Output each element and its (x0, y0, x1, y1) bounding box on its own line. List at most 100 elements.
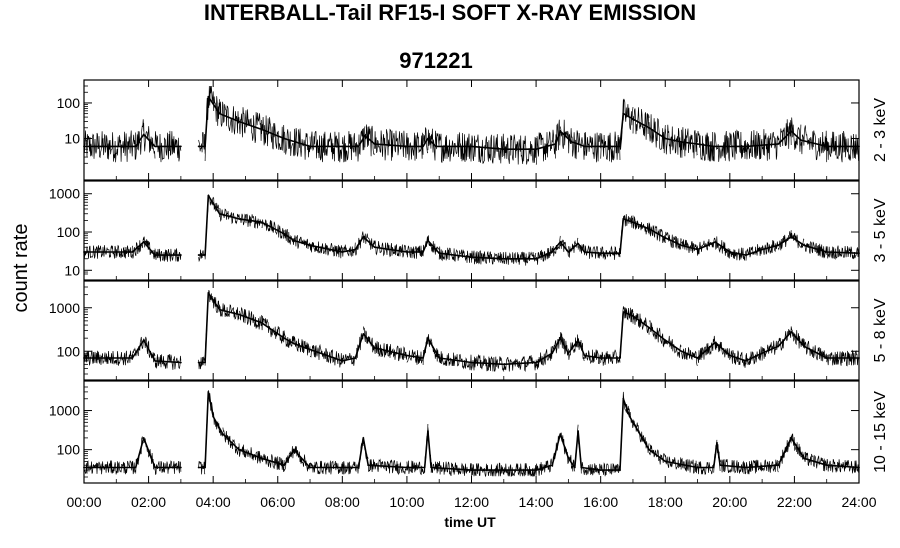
band-label: 2 - 3 keV (872, 98, 889, 162)
x-axis: 00:00 02:00 04:00 06:00 08:00 10:00 12:00 14:00… (66, 494, 876, 510)
data-point (260, 221, 263, 224)
data-point (142, 241, 145, 243)
data-point (142, 339, 145, 342)
data-point (292, 448, 295, 451)
data-point (470, 361, 473, 364)
data-point (292, 342, 295, 345)
data-point (535, 469, 537, 472)
data-point (761, 248, 764, 251)
data-point (719, 464, 722, 467)
data-point (858, 145, 860, 148)
data-point (430, 466, 433, 469)
data-point (559, 337, 562, 340)
data-point (803, 244, 806, 247)
data-point (664, 339, 667, 342)
data-point (373, 143, 376, 145)
y-tick-label: 100 (57, 442, 81, 458)
data-point (341, 251, 344, 253)
data-point (599, 145, 602, 148)
x-tick-label: 20:00 (712, 494, 747, 510)
data-point (680, 350, 683, 353)
data-point (341, 466, 344, 469)
data-point (825, 357, 828, 359)
data-point (83, 466, 85, 469)
data-point (551, 352, 554, 355)
data-point (427, 137, 429, 140)
data-point (745, 254, 747, 256)
data-point (559, 433, 562, 435)
panel-2: 10 100 1000 3 - 5 keV (49, 180, 889, 281)
data-point (745, 360, 747, 362)
data-point (435, 145, 437, 148)
data-point (577, 143, 579, 145)
x-tick-label: 08:00 (325, 494, 360, 510)
data-point (583, 354, 586, 357)
data-point (577, 242, 579, 245)
data-point (716, 441, 718, 444)
data-point (632, 118, 634, 121)
y-tick-label: 100 (57, 95, 81, 111)
data-point (283, 464, 286, 467)
data-point (648, 228, 651, 230)
data-point (154, 360, 156, 362)
series-noise (83, 390, 860, 478)
data-point (238, 120, 240, 123)
data-point (777, 464, 780, 467)
data-point (728, 251, 731, 253)
series-noise (83, 85, 860, 165)
data-point (354, 248, 357, 251)
data-point (131, 251, 134, 253)
data-point (406, 354, 408, 357)
data-point (373, 346, 376, 349)
data-point (283, 337, 286, 340)
x-tick-label: 22:00 (777, 494, 812, 510)
data-point (354, 357, 357, 359)
data-point (535, 361, 537, 364)
data-point (790, 436, 793, 439)
data-point (696, 143, 699, 145)
data-point (502, 363, 505, 366)
data-point (825, 464, 828, 467)
data-point (367, 464, 370, 467)
data-point (567, 251, 570, 253)
data-point (341, 145, 344, 148)
data-point (427, 239, 429, 242)
data-point (712, 466, 715, 469)
panel-3: 100 1000 5 - 8 keV (49, 280, 889, 381)
data-point (745, 466, 747, 469)
data-point (632, 221, 634, 224)
y-tick-label: 100 (57, 343, 81, 359)
data-point (622, 218, 625, 220)
data-point (218, 308, 221, 311)
data-point (554, 143, 557, 145)
data-point (777, 345, 780, 348)
data-point (551, 464, 554, 467)
panel-4: 100 1000 10 - 15 keV (49, 380, 889, 484)
series-line (84, 391, 860, 471)
band-label: 5 - 8 keV (872, 298, 889, 362)
data-point (583, 251, 586, 253)
data-point (142, 436, 145, 439)
data-point (362, 235, 365, 238)
data-point (777, 143, 780, 145)
data-point (83, 145, 85, 148)
data-point (502, 469, 505, 472)
series-line (84, 195, 860, 260)
data-point (559, 130, 562, 133)
data-point (567, 457, 570, 460)
data-point (212, 415, 215, 418)
data-point (664, 137, 667, 140)
data-point (218, 212, 221, 215)
data-point (696, 466, 699, 469)
data-point (777, 244, 780, 247)
data-point (619, 357, 621, 359)
data-point (142, 133, 145, 136)
data-point (283, 137, 286, 140)
y-tick-label: 1000 (49, 300, 80, 316)
data-point (599, 252, 602, 255)
data-point (207, 95, 210, 98)
data-point (179, 361, 182, 364)
data-point (238, 313, 240, 316)
data-point (154, 145, 156, 148)
data-point (714, 241, 717, 243)
